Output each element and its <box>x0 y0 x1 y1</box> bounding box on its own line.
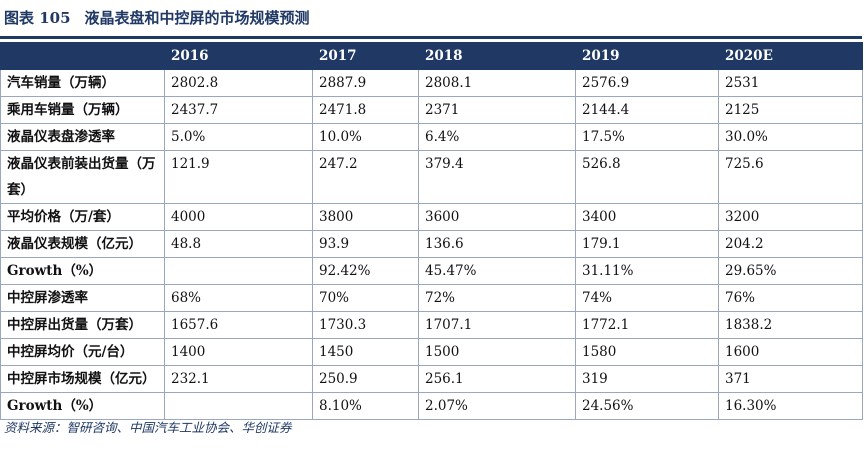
row-label: 乘用车销量（万辆） <box>0 96 165 124</box>
table-cell: 16.30% <box>718 392 863 420</box>
table-cell: 136.6 <box>418 230 576 258</box>
table-cell: 379.4 <box>418 150 576 204</box>
table-cell: 68% <box>164 284 313 312</box>
table-row: Growth（%） 92.42% 45.47% 31.11% 29.65% <box>0 257 863 285</box>
table-cell: 256.1 <box>418 365 576 393</box>
table-cell: 725.6 <box>718 150 863 204</box>
table-cell: 6.4% <box>418 123 576 151</box>
table-row: 中控屏均价（元/台） 1400 1450 1500 1580 1600 <box>0 338 863 366</box>
table-cell: 1838.2 <box>718 311 863 339</box>
table-cell: 2531 <box>718 69 863 97</box>
table-cell: 10.0% <box>312 123 419 151</box>
market-forecast-table: 2016 2017 2018 2019 2020E 汽车销量（万辆） 2802.8… <box>0 42 863 420</box>
header-cell-2017: 2017 <box>312 42 419 70</box>
table-cell: 3400 <box>575 203 719 231</box>
table-cell: 1400 <box>164 338 313 366</box>
table-cell: 76% <box>718 284 863 312</box>
table-row: 中控屏市场规模（亿元） 232.1 250.9 256.1 319 371 <box>0 365 863 393</box>
table-cell: 1730.3 <box>312 311 419 339</box>
row-label: Growth（%） <box>0 392 165 420</box>
table-cell: 24.56% <box>575 392 719 420</box>
table-row: 平均价格（万/套） 4000 3800 3600 3400 3200 <box>0 203 863 231</box>
row-label: 液晶仪表前装出货量（万套） <box>0 150 165 204</box>
table-row: 中控屏出货量（万套） 1657.6 1730.3 1707.1 1772.1 1838.2 <box>0 311 863 339</box>
table-cell: 17.5% <box>575 123 719 151</box>
table-cell: 8.10% <box>312 392 419 420</box>
table-cell: 1580 <box>575 338 719 366</box>
table-cell: 2471.8 <box>312 96 419 124</box>
table-cell <box>164 392 313 420</box>
table-cell: 1500 <box>418 338 576 366</box>
table-cell: 179.1 <box>575 230 719 258</box>
header-cell-2018: 2018 <box>418 42 576 70</box>
table-cell: 250.9 <box>312 365 419 393</box>
table-cell: 74% <box>575 284 719 312</box>
table-cell: 121.9 <box>164 150 313 204</box>
table-cell <box>164 257 313 285</box>
table-row: 液晶仪表前装出货量（万套） 121.9 247.2 379.4 526.8 725.6 <box>0 150 863 204</box>
table-cell: 232.1 <box>164 365 313 393</box>
table-cell: 72% <box>418 284 576 312</box>
row-label: 液晶仪表盘渗透率 <box>0 123 165 151</box>
row-label: 中控屏渗透率 <box>0 284 165 312</box>
header-cell-2019: 2019 <box>575 42 719 70</box>
row-label: 中控屏均价（元/台） <box>0 338 165 366</box>
figure-title-text: 液晶表盘和中控屏的市场规模预测 <box>84 9 310 27</box>
table-cell: 2437.7 <box>164 96 313 124</box>
row-label: 中控屏出货量（万套） <box>0 311 165 339</box>
table-cell: 2125 <box>718 96 863 124</box>
table-cell: 2808.1 <box>418 69 576 97</box>
table-cell: 2144.4 <box>575 96 719 124</box>
title-rule <box>0 36 862 39</box>
row-label: 汽车销量（万辆） <box>0 69 165 97</box>
table-cell: 2371 <box>418 96 576 124</box>
table-cell: 70% <box>312 284 419 312</box>
table-row: 汽车销量（万辆） 2802.8 2887.9 2808.1 2576.9 2531 <box>0 69 863 97</box>
table-cell: 2.07% <box>418 392 576 420</box>
table-cell: 1450 <box>312 338 419 366</box>
table-cell: 4000 <box>164 203 313 231</box>
table-cell: 30.0% <box>718 123 863 151</box>
row-label: 液晶仪表规模（亿元） <box>0 230 165 258</box>
table-cell: 92.42% <box>312 257 419 285</box>
table-cell: 5.0% <box>164 123 313 151</box>
table-row: Growth（%） 8.10% 2.07% 24.56% 16.30% <box>0 392 863 420</box>
header-cell-blank <box>0 42 165 70</box>
header-cell-2020e: 2020E <box>718 42 863 70</box>
table-cell: 3800 <box>312 203 419 231</box>
table-cell: 319 <box>575 365 719 393</box>
row-label: Growth（%） <box>0 257 165 285</box>
table-cell: 1772.1 <box>575 311 719 339</box>
table-row: 液晶仪表规模（亿元） 48.8 93.9 136.6 179.1 204.2 <box>0 230 863 258</box>
table-cell: 2802.8 <box>164 69 313 97</box>
table-header: 2016 2017 2018 2019 2020E <box>0 42 863 70</box>
header-cell-2016: 2016 <box>164 42 313 70</box>
table-cell: 93.9 <box>312 230 419 258</box>
table-cell: 48.8 <box>164 230 313 258</box>
table-row: 乘用车销量（万辆） 2437.7 2471.8 2371 2144.4 2125 <box>0 96 863 124</box>
table-cell: 247.2 <box>312 150 419 204</box>
figure-title: 图表 105 液晶表盘和中控屏的市场规模预测 <box>4 6 310 30</box>
table-cell: 3200 <box>718 203 863 231</box>
table-cell: 2887.9 <box>312 69 419 97</box>
table-cell: 526.8 <box>575 150 719 204</box>
table-body: 汽车销量（万辆） 2802.8 2887.9 2808.1 2576.9 2531 乘用车销… <box>0 69 863 420</box>
table-cell: 1657.6 <box>164 311 313 339</box>
table-cell: 371 <box>718 365 863 393</box>
table-cell: 45.47% <box>418 257 576 285</box>
table-row: 中控屏渗透率 68% 70% 72% 74% 76% <box>0 284 863 312</box>
figure-number: 图表 105 <box>4 9 71 27</box>
row-label: 中控屏市场规模（亿元） <box>0 365 165 393</box>
table-cell: 31.11% <box>575 257 719 285</box>
table-cell: 2576.9 <box>575 69 719 97</box>
source-note: 资料来源：智研咨询、中国汽车工业协会、华创证券 <box>4 420 292 435</box>
table-cell: 29.65% <box>718 257 863 285</box>
table-cell: 3600 <box>418 203 576 231</box>
row-label: 平均价格（万/套） <box>0 203 165 231</box>
table-cell: 1600 <box>718 338 863 366</box>
table-row: 液晶仪表盘渗透率 5.0% 10.0% 6.4% 17.5% 30.0% <box>0 123 863 151</box>
table-cell: 204.2 <box>718 230 863 258</box>
header-row: 2016 2017 2018 2019 2020E <box>0 42 863 70</box>
table-cell: 1707.1 <box>418 311 576 339</box>
